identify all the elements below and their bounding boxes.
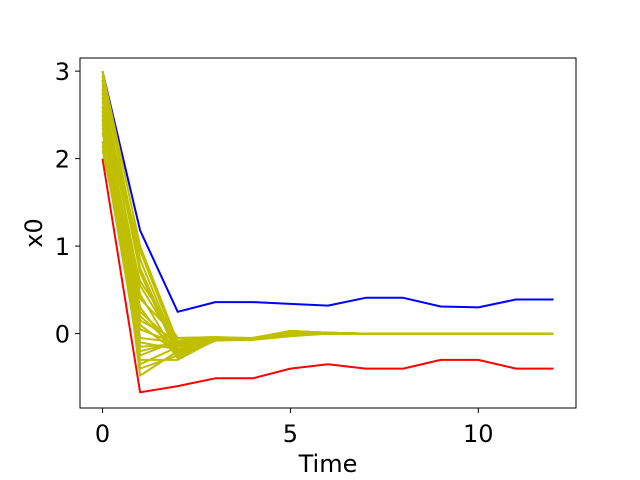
x-tick-label: 10 <box>463 420 494 448</box>
y-tick-label: 3 <box>55 58 70 86</box>
y-axis-label: x0 <box>20 218 48 247</box>
upper-bound-line <box>101 70 554 313</box>
y-tick-label: 2 <box>55 146 70 174</box>
plot-area <box>101 70 554 394</box>
y-axis-ticks: 0 1 2 3 <box>55 58 80 349</box>
x-axis-label: Time <box>298 450 358 478</box>
x-axis-ticks: 0 5 10 <box>95 408 494 448</box>
y-tick-label: 1 <box>55 233 70 261</box>
axes-frame <box>79 57 577 409</box>
x-tick-label: 0 <box>95 420 110 448</box>
y-tick-label: 0 <box>55 321 70 349</box>
trajectory-line <box>101 145 554 347</box>
lower-bound-line <box>101 158 554 394</box>
x-tick-label: 5 <box>283 420 298 448</box>
